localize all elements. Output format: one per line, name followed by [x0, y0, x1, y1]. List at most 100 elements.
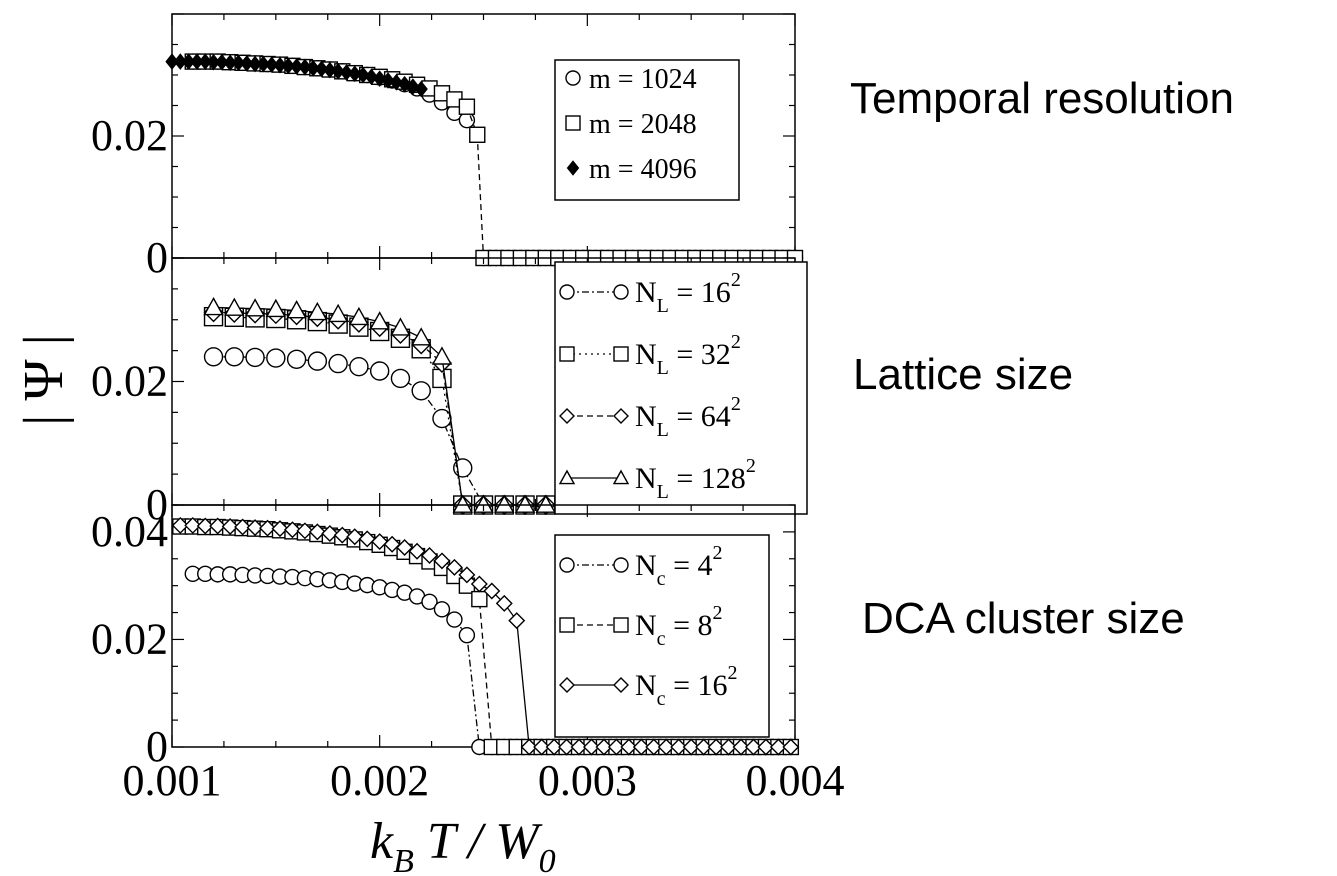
- data-point: [620, 738, 638, 756]
- data-point: [545, 738, 563, 756]
- panel-middle: 0 0.02 NL = 162 NL = 322 NL = 642 NL = 1282: [91, 257, 808, 529]
- data-point: [396, 538, 414, 556]
- data-point: [508, 612, 526, 630]
- data-point: [271, 520, 289, 538]
- data-point: [535, 494, 556, 513]
- data-point: [383, 535, 401, 553]
- data-point: [333, 526, 351, 544]
- data-point: [266, 348, 286, 368]
- data-point: [570, 738, 588, 756]
- legend-top: m = 1024 m = 2048 m = 4096: [554, 59, 740, 201]
- series-line: [213, 316, 546, 506]
- data-point: [732, 738, 750, 756]
- data-point: [231, 54, 246, 72]
- legend-marker: [559, 346, 575, 362]
- legend-label: NL = 322: [635, 331, 741, 379]
- legend-entry: Nc = 42: [559, 542, 722, 590]
- data-point: [286, 300, 307, 319]
- legend-label: NL = 1282: [635, 455, 756, 503]
- label-lattice-size: Lattice size: [853, 350, 1074, 399]
- data-point: [514, 494, 536, 513]
- legend-marker: [559, 284, 575, 300]
- data-point: [307, 301, 328, 321]
- data-point: [364, 68, 379, 86]
- data-point: [682, 738, 700, 756]
- data-point: [221, 518, 239, 536]
- data-point: [670, 738, 688, 756]
- label-temporal-resolution: Temporal resolution: [850, 74, 1234, 123]
- data-point: [769, 738, 787, 756]
- data-point: [458, 566, 476, 584]
- legend-entry: Nc = 162: [559, 662, 737, 710]
- data-point: [234, 518, 252, 536]
- data-point: [281, 57, 295, 75]
- legend-bottom: Nc = 42 Nc = 82 Nc = 162: [554, 534, 770, 738]
- data-point: [373, 70, 387, 87]
- y-tick-label: 0.02: [91, 357, 168, 406]
- data-point: [582, 738, 600, 756]
- data-point: [203, 296, 224, 316]
- data-point: [390, 368, 411, 389]
- data-point: [782, 738, 800, 756]
- legend-label: Nc = 82: [635, 602, 722, 650]
- x-tick-label: 0.004: [746, 756, 845, 805]
- data-point: [339, 64, 354, 81]
- legend-middle: NL = 162 NL = 322 NL = 642 NL = 1282: [554, 261, 808, 515]
- legend-marker: [566, 160, 580, 176]
- y-tick-label: 0.02: [91, 111, 168, 160]
- legend-marker: [559, 617, 575, 633]
- series-top-2: [165, 53, 428, 98]
- label-dca-cluster-size: DCA cluster size: [862, 594, 1185, 643]
- data-point: [308, 523, 326, 541]
- data-point: [348, 65, 362, 83]
- legend-label: m = 4096: [589, 154, 697, 185]
- data-point: [471, 590, 488, 608]
- series-bottom-2: [171, 516, 800, 756]
- data-point: [265, 298, 287, 318]
- y-axis-label: | Ψ |: [13, 334, 75, 426]
- data-point: [349, 356, 369, 377]
- data-point: [645, 738, 663, 756]
- data-point: [331, 63, 345, 80]
- legend-marker: [565, 115, 581, 131]
- legend-label: m = 1024: [589, 64, 697, 95]
- data-point: [369, 361, 390, 381]
- legend-box: [554, 534, 770, 738]
- data-point: [421, 547, 438, 565]
- y-tick-label: 0.04: [91, 507, 168, 556]
- legend-marker: [613, 408, 629, 424]
- data-point: [259, 519, 277, 537]
- y-tick-label: 0: [146, 480, 168, 529]
- legend-entry: m = 1024: [565, 64, 697, 95]
- data-point: [240, 55, 254, 72]
- data-point: [381, 72, 395, 89]
- data-point: [273, 56, 287, 74]
- legend-entry: NL = 1282: [558, 455, 756, 503]
- panel-bottom: 0 0.02 0.04 Nc = 42 Nc = 82 Nc = 162: [91, 504, 800, 771]
- legend-marker: [613, 284, 629, 300]
- data-point: [328, 353, 348, 374]
- data-point: [369, 311, 390, 330]
- data-point: [321, 525, 339, 542]
- y-tick-label: 0: [146, 233, 168, 282]
- data-point: [215, 53, 229, 71]
- legend-label: Nc = 42: [635, 542, 722, 590]
- data-point: [720, 738, 738, 756]
- data-point: [483, 582, 501, 600]
- y-tick-label: 0: [146, 722, 168, 771]
- data-point: [390, 317, 411, 336]
- legend-marker: [613, 346, 629, 362]
- data-point: [469, 126, 486, 143]
- data-point: [244, 298, 266, 317]
- data-point: [757, 738, 775, 756]
- series-middle-0: [203, 347, 556, 515]
- legend-box: [554, 261, 808, 515]
- data-point: [607, 738, 625, 756]
- data-point: [520, 738, 538, 756]
- data-point: [421, 593, 438, 610]
- data-point: [245, 347, 265, 368]
- legend-entry: m = 2048: [565, 109, 697, 140]
- data-point: [445, 558, 463, 576]
- data-point: [307, 351, 328, 371]
